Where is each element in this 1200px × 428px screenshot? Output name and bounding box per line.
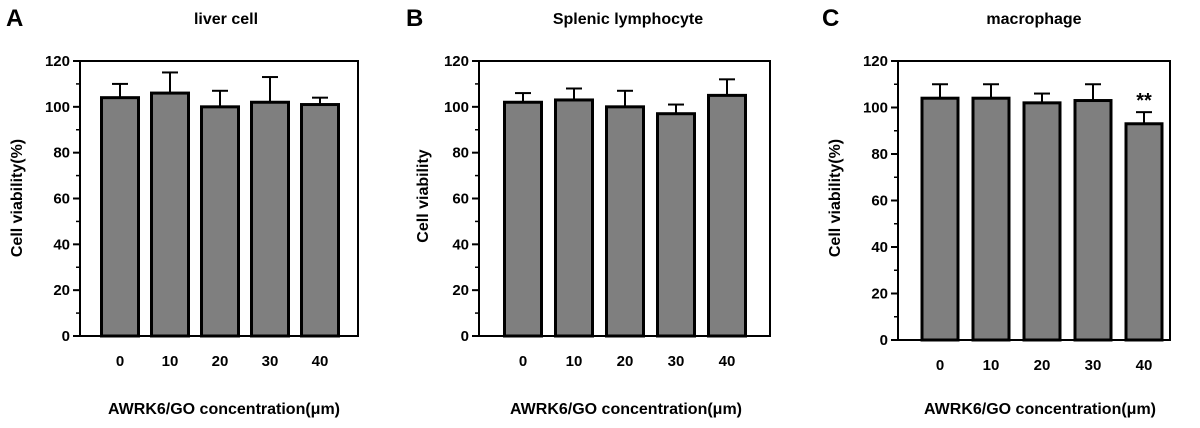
plot-area: 0 20 40 60 80 100 120 0 10 20 30 40 (45, 53, 359, 370)
y-tick-label: 80 (53, 145, 70, 162)
x-tick-label: 0 (116, 353, 124, 370)
bar (1124, 122, 1164, 342)
y-tick-label: 20 (871, 286, 888, 303)
chart-title: macrophage (986, 11, 1081, 28)
y-tick-label: 60 (53, 191, 70, 208)
x-tick-label: 40 (1136, 357, 1153, 374)
bar (1022, 101, 1062, 342)
bar (100, 96, 140, 338)
y-axis-label: Cell viability (415, 149, 432, 242)
y-tick-label: 40 (53, 236, 70, 253)
chart-panel-a: A liver cell Cell viability(%) AWRK6/GO … (0, 0, 400, 428)
y-tick-label: 20 (53, 282, 70, 299)
chart-panel-b: B Splenic lymphocyte Cell viability AWRK… (400, 0, 800, 428)
x-axis-label: AWRK6/GO concentration(μm) (924, 401, 1156, 418)
x-tick-label: 0 (936, 357, 944, 374)
plot-area: 0 20 40 60 80 100 120 0 10 20 30 40 ** (863, 53, 1171, 374)
chart-panel-c: C macrophage Cell viability(%) AWRK6/GO … (800, 0, 1200, 428)
chart-title: Splenic lymphocyte (553, 11, 703, 28)
x-tick-label: 40 (312, 353, 329, 370)
x-axis-label: AWRK6/GO concentration(μm) (108, 401, 340, 418)
bar (200, 105, 240, 338)
bar (503, 100, 543, 338)
panel-letter: A (6, 5, 23, 32)
chart-title: liver cell (194, 11, 258, 28)
chart-a-svg: A liver cell Cell viability(%) AWRK6/GO … (6, 5, 359, 418)
y-tick-label: 0 (62, 328, 70, 345)
y-axis-label: Cell viability(%) (9, 139, 26, 257)
y-tick-label: 0 (461, 328, 469, 345)
panel-letter: C (822, 5, 839, 32)
x-tick-label: 20 (617, 353, 634, 370)
y-tick-label: 80 (452, 145, 469, 162)
bar (554, 98, 594, 338)
x-tick-label: 30 (1085, 357, 1102, 374)
y-tick-label: 100 (863, 100, 888, 117)
bar (150, 91, 190, 338)
y-tick-label: 120 (863, 53, 888, 70)
y-tick-label: 40 (871, 239, 888, 256)
x-tick-label: 10 (983, 357, 1000, 374)
bar (605, 105, 645, 338)
y-tick-label: 60 (452, 191, 469, 208)
x-tick-label: 10 (162, 353, 179, 370)
bar (707, 93, 747, 338)
y-tick-label: 100 (45, 99, 70, 116)
x-tick-label: 10 (566, 353, 583, 370)
x-tick-label: 20 (1034, 357, 1051, 374)
y-tick-label: 20 (452, 282, 469, 299)
bar (971, 96, 1011, 342)
significance-marker: ** (1136, 90, 1152, 112)
bar (920, 96, 960, 342)
x-tick-label: 0 (519, 353, 527, 370)
y-tick-label: 40 (452, 236, 469, 253)
y-axis-label: Cell viability(%) (827, 139, 844, 257)
bar (1073, 99, 1113, 342)
y-tick-label: 60 (871, 193, 888, 210)
y-tick-label: 80 (871, 146, 888, 163)
y-tick-label: 120 (45, 53, 70, 70)
y-tick-label: 120 (444, 53, 469, 70)
panel-letter: B (406, 5, 423, 32)
x-tick-label: 30 (668, 353, 685, 370)
x-tick-label: 30 (262, 353, 279, 370)
plot-area: 0 20 40 60 80 100 120 0 10 20 30 40 (444, 53, 771, 370)
bar (250, 100, 290, 338)
x-tick-label: 20 (212, 353, 229, 370)
chart-b-svg: B Splenic lymphocyte Cell viability AWRK… (406, 5, 771, 418)
x-tick-label: 40 (719, 353, 736, 370)
y-tick-label: 100 (444, 99, 469, 116)
bar (300, 103, 340, 338)
chart-c-svg: C macrophage Cell viability(%) AWRK6/GO … (822, 5, 1171, 418)
y-tick-label: 0 (880, 332, 888, 349)
x-axis-label: AWRK6/GO concentration(μm) (510, 401, 742, 418)
bar (656, 112, 696, 338)
